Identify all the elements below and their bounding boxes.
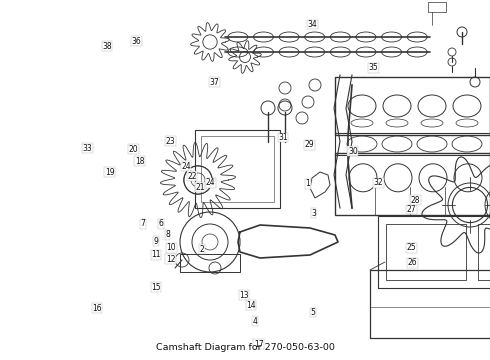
- Text: 33: 33: [82, 144, 92, 153]
- Text: 20: 20: [128, 145, 138, 154]
- Text: 30: 30: [348, 147, 358, 156]
- Text: 23: 23: [166, 136, 175, 145]
- Text: 13: 13: [239, 291, 249, 300]
- Text: 14: 14: [246, 301, 256, 310]
- Text: 12: 12: [166, 255, 175, 264]
- Bar: [386, 224, 466, 280]
- Text: 3: 3: [311, 208, 316, 217]
- Bar: [378, 216, 490, 288]
- Text: 9: 9: [153, 237, 158, 246]
- Text: 29: 29: [305, 140, 315, 149]
- Text: 21: 21: [195, 183, 205, 192]
- Text: 2: 2: [199, 245, 204, 253]
- Text: 4: 4: [252, 317, 257, 325]
- Text: 37: 37: [210, 77, 220, 86]
- Text: 22: 22: [187, 172, 197, 181]
- Bar: [180, 254, 240, 272]
- Bar: [335, 77, 490, 135]
- Bar: [370, 270, 490, 338]
- Bar: [428, 2, 446, 12]
- Text: 34: 34: [308, 20, 318, 29]
- Bar: [478, 224, 490, 280]
- Text: 28: 28: [411, 196, 420, 204]
- Text: 25: 25: [407, 243, 416, 252]
- Text: 6: 6: [158, 219, 163, 228]
- Text: 15: 15: [151, 283, 161, 292]
- Text: 24: 24: [206, 178, 216, 187]
- Text: 31: 31: [278, 133, 288, 142]
- Text: 27: 27: [407, 205, 416, 214]
- Bar: [201, 136, 274, 202]
- Text: 10: 10: [167, 243, 176, 252]
- Bar: [195, 130, 280, 208]
- Text: 36: 36: [131, 37, 141, 46]
- Text: 26: 26: [408, 258, 417, 267]
- Bar: [335, 153, 490, 215]
- Bar: [335, 133, 490, 155]
- Text: 16: 16: [92, 303, 102, 312]
- Text: 7: 7: [141, 219, 146, 228]
- Text: 32: 32: [373, 178, 383, 187]
- Text: Camshaft Diagram for 270-050-63-00: Camshaft Diagram for 270-050-63-00: [155, 343, 335, 352]
- Text: 19: 19: [105, 167, 115, 176]
- Text: 8: 8: [165, 230, 170, 239]
- Text: 17: 17: [254, 340, 264, 348]
- Text: 5: 5: [310, 308, 315, 317]
- Text: 18: 18: [135, 157, 145, 166]
- Text: 35: 35: [368, 63, 378, 72]
- Text: 1: 1: [305, 179, 310, 188]
- Text: 11: 11: [151, 251, 161, 259]
- Text: 38: 38: [102, 41, 112, 50]
- Text: 24: 24: [181, 162, 191, 171]
